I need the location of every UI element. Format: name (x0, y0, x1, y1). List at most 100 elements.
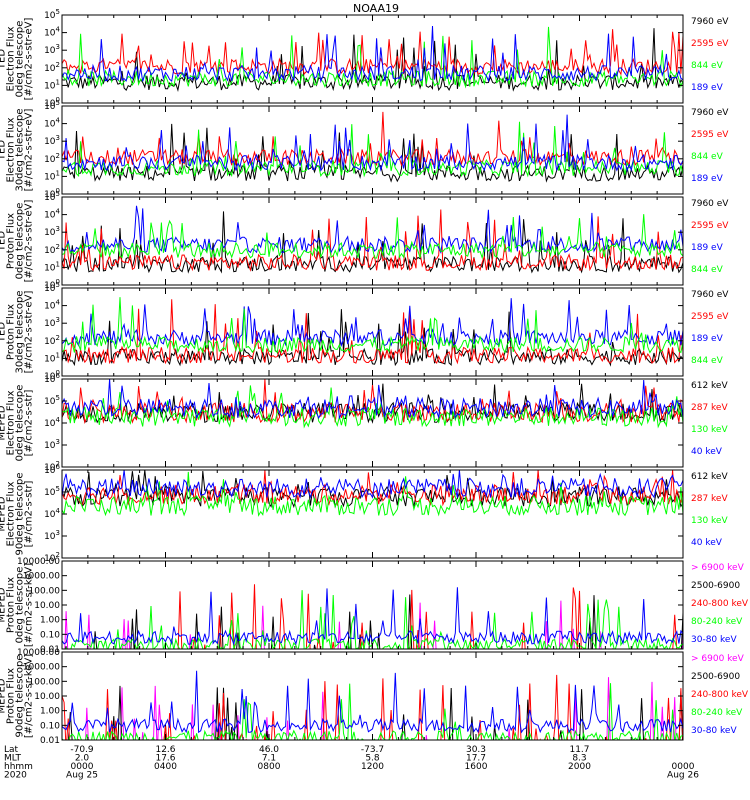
y-axis-label-line: 0deg telescope (15, 21, 26, 98)
series-line-2 (62, 299, 683, 365)
legend-entry: 844 eV (691, 152, 724, 162)
x-tick-value: 2.0 (75, 754, 90, 764)
series-group (62, 205, 683, 274)
y-tick-label: 100.00 (29, 677, 61, 687)
y-axis-label-line: MEPED (0, 587, 8, 622)
series-group (62, 297, 683, 367)
y-tick-label: 104 (44, 26, 60, 39)
x-tick-value: 7.1 (262, 754, 276, 764)
y-tick-exponent: 1 (56, 260, 60, 268)
x-tick-value: 1200 (361, 762, 384, 772)
y-tick-label: 1000.00 (23, 572, 60, 582)
x-tick-value: 0000 (672, 762, 695, 772)
x-tick-value: 8.3 (572, 754, 586, 764)
legend-entry: 287 keV (691, 494, 728, 504)
y-tick-label: 105 (44, 8, 60, 21)
legend-entry: 40 keV (691, 538, 723, 548)
y-tick-label: 0.01 (40, 736, 60, 746)
legend-entry: 30-80 keV (691, 635, 737, 645)
x-tick-value: 12.6 (155, 745, 175, 755)
series-line-5 (62, 587, 683, 646)
legend-entry: 7960 eV (691, 199, 729, 209)
figure-title: NOAA19 (353, 2, 399, 15)
series-group (62, 111, 683, 183)
y-tick-label: 103 (44, 134, 60, 147)
series-line-1 (62, 123, 683, 183)
y-axis-label-line: 30deg telescope (15, 108, 26, 191)
series-line-1 (62, 28, 683, 92)
y-tick-exponent: 2 (56, 243, 60, 251)
y-tick-exponent: 0 (56, 96, 60, 104)
y-tick-label: 102 (44, 152, 60, 165)
legend-entry: 2595 eV (691, 221, 729, 231)
y-tick-exponent: 3 (56, 225, 60, 233)
x-tick-value: 17.6 (155, 754, 175, 764)
panel-frame (61, 14, 684, 104)
series-line-3 (62, 121, 683, 178)
legend-entry: 844 eV (691, 356, 724, 366)
x-row-label: hhmm (4, 762, 33, 772)
y-tick-label: 100.00 (29, 586, 61, 596)
series-line-2 (62, 209, 683, 272)
panel-frame (61, 560, 684, 650)
y-axis-label-line: Proton Flux (6, 213, 17, 269)
y-axis-label-line: 90deg telescope (15, 472, 26, 555)
y-tick-label: 0.01 (40, 645, 60, 655)
y-tick-label: 102 (44, 334, 60, 347)
legend-entry: 189 eV (691, 83, 724, 93)
series-group (62, 379, 683, 429)
x-tick-value: 5.8 (365, 754, 380, 764)
x-row-label: 2020 (4, 771, 27, 781)
x-tick-value: -73.7 (361, 745, 384, 755)
y-tick-label: 101 (44, 260, 60, 273)
y-tick-label: 104 (44, 208, 60, 221)
series-line-3 (62, 674, 683, 740)
y-tick-exponent: 2 (56, 460, 60, 468)
y-axis-label: MEPEDProton Flux0deg telescope[#/cm2-s-s… (0, 563, 35, 647)
y-axis-label-line: 90deg telescope (15, 654, 26, 737)
y-tick-label: 104 (44, 117, 60, 130)
panel-frame (61, 105, 684, 195)
legend-entry: 2595 eV (691, 312, 729, 322)
y-axis-label-line: [#/cm2-s-str] (24, 480, 35, 547)
series-line-4 (62, 25, 683, 84)
y-tick-label: 104 (44, 507, 60, 520)
series-group (62, 470, 683, 517)
series-line-3 (62, 471, 683, 517)
x-tick-value: 0000 (71, 762, 94, 772)
series-line-4 (62, 114, 683, 173)
y-axis-label-line: TED (0, 49, 8, 70)
y-axis-label-line: Proton Flux (6, 304, 17, 360)
y-tick-exponent: 4 (56, 299, 61, 307)
y-axis-label-line: Proton Flux (6, 577, 17, 633)
y-tick-label: 1000.00 (23, 663, 60, 673)
y-axis-label-line: [#/cm2-s-str] (24, 389, 35, 456)
series-line-4 (62, 379, 683, 420)
y-axis-label-line: Proton Flux (6, 668, 17, 724)
y-tick-label: 103 (44, 529, 60, 542)
y-tick-exponent: 0 (56, 187, 60, 195)
y-tick-exponent: 4 (56, 117, 61, 125)
legend-entry: 287 keV (691, 403, 728, 413)
y-tick-exponent: 4 (56, 416, 61, 424)
x-tick-value: 0400 (154, 762, 177, 772)
y-tick-label: 10.00 (34, 601, 60, 611)
y-axis-label: MEPEDProton Flux90deg telescope[#/cm2-s-… (0, 654, 35, 738)
y-axis-label-line: 30deg telescope (15, 290, 26, 373)
y-tick-label: 1.00 (40, 707, 60, 717)
series-line-3 (62, 205, 683, 255)
y-tick-label: 1.00 (40, 616, 60, 626)
y-tick-label: 103 (44, 43, 60, 56)
y-axis-label: TEDProton Flux0deg telescope[#/cm2-s-str… (0, 200, 35, 283)
y-tick-exponent: 2 (56, 551, 60, 559)
x-tick-value: Aug 25 (66, 771, 98, 781)
legend-entry: 7960 eV (691, 108, 729, 118)
legend-entry: 189 eV (691, 334, 724, 344)
y-tick-label: 101 (44, 78, 60, 91)
y-axis-label-line: Electron Flux (6, 117, 17, 182)
y-tick-exponent: 6 (56, 463, 61, 471)
y-axis-label-line: [#/cm2-s-sr-keV] (24, 563, 35, 647)
series-line-3 (80, 584, 683, 649)
